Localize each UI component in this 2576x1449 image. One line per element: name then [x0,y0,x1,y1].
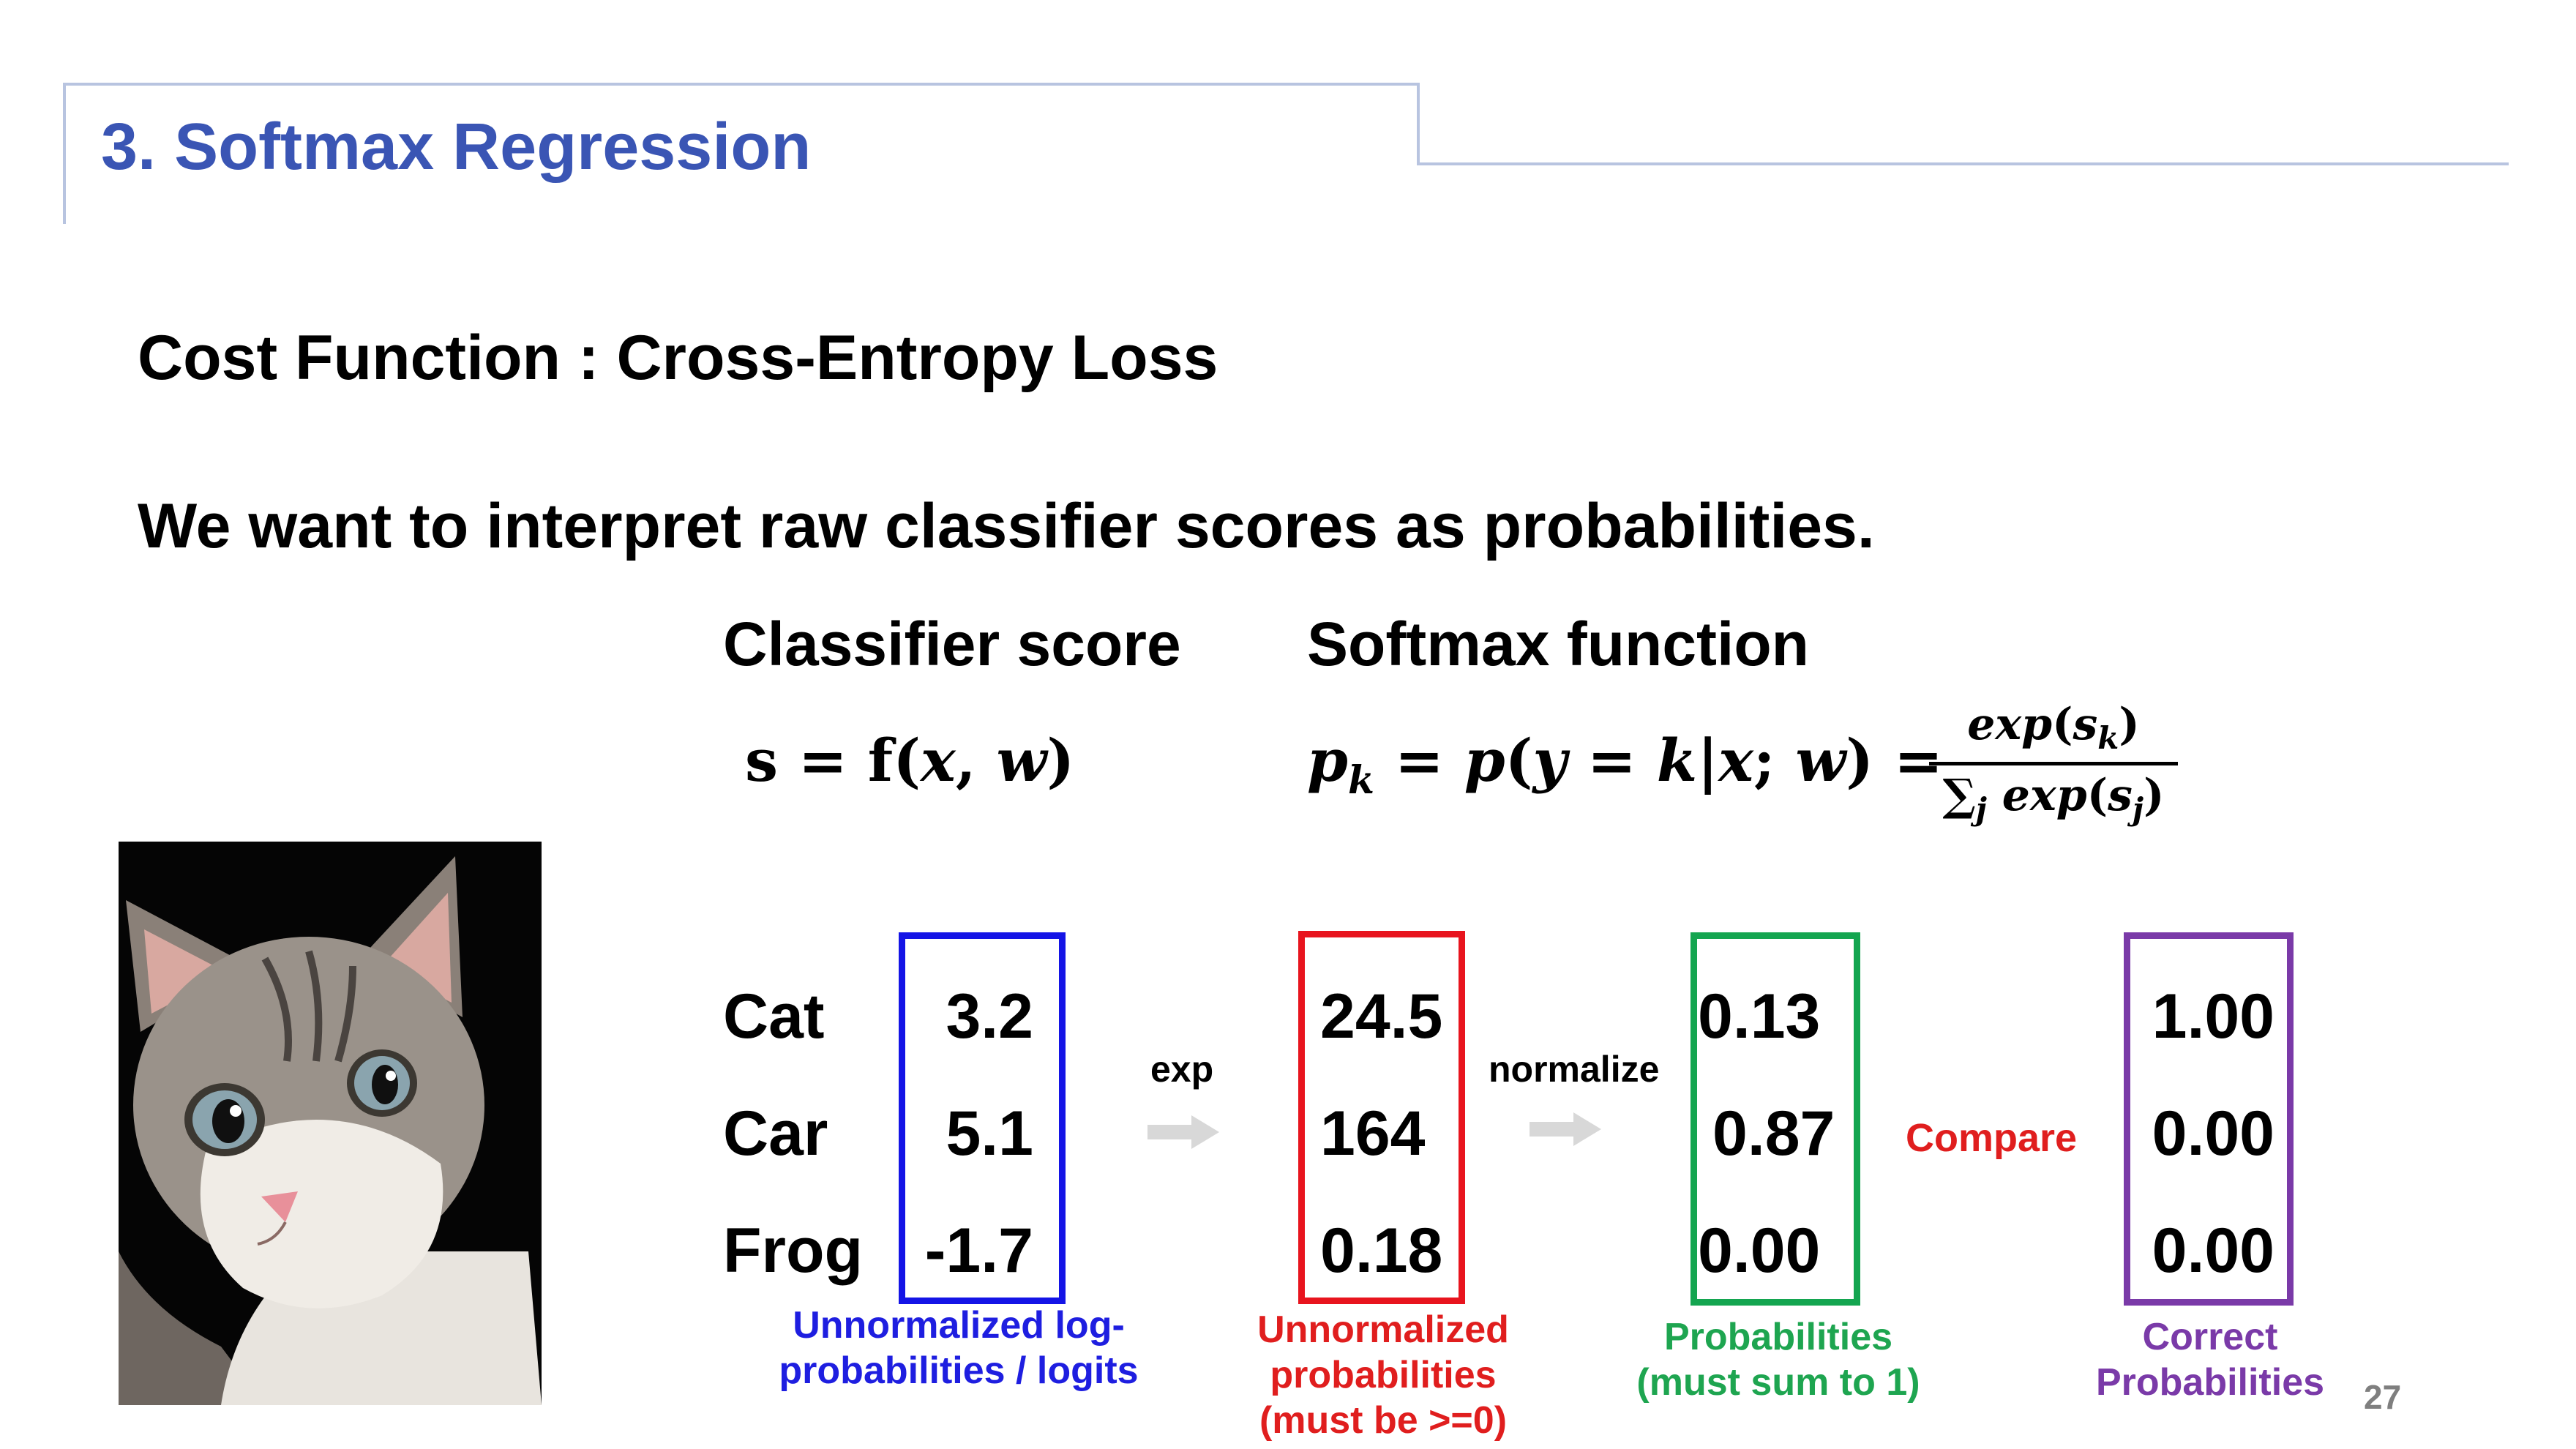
softmax-denominator: ∑j exp(sj) [1942,770,2165,827]
unnormalized-caption: Unnormalized probabilities (must be >=0) [1186,1307,1581,1443]
correct-probabilities-box [2124,932,2294,1306]
logits-caption: Unnormalized log- probabilities / logits [754,1303,1164,1393]
title-frame-step-line [1417,83,1420,165]
cost-function-heading: Cost Function : Cross-Entropy Loss [138,323,1218,393]
exp-arrow-icon [1147,1115,1219,1149]
interpretation-heading: We want to interpret raw classifier scor… [138,491,1875,561]
class-label-car: Car [723,1098,828,1169]
exp-label: exp [1150,1049,1214,1090]
softmax-function-label: Softmax function [1307,610,1809,678]
cat-illustration [119,842,542,1405]
exp-values-box [1298,931,1465,1304]
exp-value: 0.18 [1320,1216,1443,1286]
logits-caption-line1: Unnormalized log- [793,1304,1125,1347]
title-frame-right-line [1417,162,2509,165]
normalize-label: normalize [1489,1049,1660,1090]
class-label-frog: Frog [723,1216,864,1286]
correct-value: 0.00 [2152,1216,2274,1286]
exp-value: 164 [1320,1098,1426,1169]
classifier-score-label: Classifier score [723,610,1181,678]
probability-value: 0.13 [1698,981,1821,1052]
correct-caption: Correct Probabilities [2034,1314,2386,1405]
correct-caption-line1: Correct [2142,1316,2278,1358]
unnormalized-caption-line2: probabilities [1270,1354,1497,1396]
title-frame-top-line [63,83,1420,86]
softmax-fraction: exp(sk) ∑j exp(sj) [1929,699,2178,827]
softmax-numerator: exp(sk) [1967,699,2140,756]
probabilities-caption-line2: (must sum to 1) [1636,1361,1920,1404]
exp-value: 24.5 [1320,981,1443,1052]
correct-caption-line2: Probabilities [2095,1361,2325,1404]
softmax-equation: pk = p(y = k|x; w) = [1307,726,1943,803]
probability-value: 0.00 [1698,1216,1821,1286]
scores-box [899,932,1066,1304]
probability-value: 0.87 [1712,1098,1835,1169]
score-value: 5.1 [946,1098,1033,1169]
logits-caption-line2: probabilities / logits [779,1349,1139,1392]
title-frame-left-line [63,83,66,224]
page-number: 27 [2364,1378,2402,1416]
score-equation: s = f(x, w) [745,726,1075,795]
probabilities-caption: Probabilities (must sum to 1) [1595,1314,1961,1405]
cat-photo [119,842,542,1405]
correct-value: 1.00 [2152,981,2274,1052]
score-value: 3.2 [946,981,1033,1052]
unnormalized-caption-line3: (must be >=0) [1259,1399,1508,1442]
probabilities-caption-line1: Probabilities [1663,1316,1893,1358]
unnormalized-caption-line1: Unnormalized [1257,1308,1509,1351]
correct-value: 0.00 [2152,1098,2274,1169]
probabilities-box [1690,932,1860,1306]
score-value: -1.7 [924,1216,1033,1286]
class-label-cat: Cat [723,981,825,1052]
slide-title: 3. Softmax Regression [101,111,812,184]
compare-label: Compare [1906,1116,2078,1160]
fraction-bar [1929,762,2178,765]
normalize-arrow-icon [1530,1112,1601,1146]
